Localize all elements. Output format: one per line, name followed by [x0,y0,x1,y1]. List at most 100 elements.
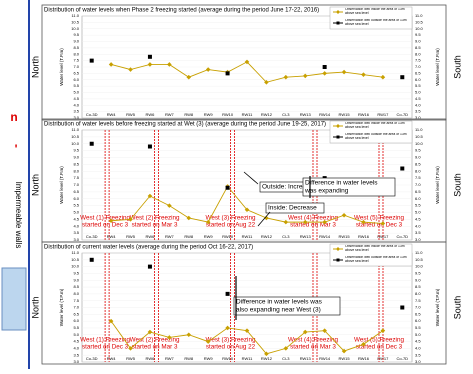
y2-tick-label: 6.5 [415,70,421,75]
y2-tick-label: 8.5 [415,45,421,50]
side-label: South [452,296,462,320]
y-tick-label: 9.5 [73,32,79,37]
y2-tick-label: 6.0 [415,318,421,323]
y-tick-label: 4.5 [73,96,79,101]
y2-tick-label: 4.0 [415,223,421,228]
wall-label: West (2) Freezing [130,337,180,344]
x-tick-label: RW11 [242,234,254,239]
wall-label: West (1) Freezing [80,215,130,222]
y-tick-label: 3.5 [73,352,79,357]
x-tick-label: RW6 [146,234,156,239]
y2-tick-label: 10.5 [415,134,424,139]
point [341,348,347,354]
point [147,144,152,149]
point [322,65,327,69]
point [264,215,269,221]
legend-fo: Observation well inside the area of 13m … [345,245,405,252]
x-tick-label: RW13 [300,112,312,117]
y-tick-label: 5.5 [73,203,79,208]
y2-tick-label: 8.0 [415,51,421,56]
y-tick-label: 3.0 [73,359,79,364]
x-tick-label: RW9 [204,234,214,239]
point [89,58,94,63]
legend-box [329,120,413,144]
x-tick-label: RW15 [339,234,351,239]
legend-fo: Observation well outside the area of 13m… [345,256,407,263]
point [128,67,133,72]
annotation: Outside: Increase [262,184,313,191]
y2-axis-label: Water level (T.P.m) [435,288,440,326]
point [264,351,269,357]
y-tick-label: 4.5 [73,216,79,221]
x-tick-label: RW8 [184,234,194,239]
y-tick-label: 3.5 [73,230,79,235]
point [89,141,94,146]
y-tick-label: 4.0 [73,345,79,350]
point [400,75,405,80]
legend-label: Observation well outside the area of 13m… [345,133,407,140]
x-tick-label: Co-3D [86,356,98,361]
point [264,80,269,85]
point [283,346,289,351]
point [225,185,230,190]
x-tick-label: RW16 [358,356,370,361]
point [283,219,289,225]
x-tick-label: RW17 [377,112,389,117]
legend-marker [336,124,340,128]
x-tick-label: RW6 [146,112,156,117]
legend-marker [336,258,340,262]
point [361,341,366,347]
x-tick-label: Ci-3 [282,356,290,361]
y2-tick-label: 8.0 [415,291,421,296]
y2-tick-label: 3.0 [415,115,421,120]
y-tick-label: 7.0 [73,182,79,187]
y-tick-label: 5.0 [73,210,79,215]
point [302,219,308,225]
x-tick-label: RW9 [204,112,214,117]
chart-title: Distribution of water levels before free… [44,122,326,128]
y-tick-label: 8.5 [73,284,79,289]
y-tick-label: 8.5 [73,45,79,50]
legend-marker [336,135,340,139]
point [341,69,347,75]
legend-marker [336,247,340,251]
side-label: North [30,56,40,78]
point [147,264,152,269]
x-tick-label: RW9 [204,356,214,361]
y2-tick-label: 9.5 [415,32,421,37]
arrow [243,171,259,185]
wall-label: started on Mar 3 [290,222,336,229]
y2-tick-label: 3.0 [415,237,421,242]
point [225,325,230,331]
point [108,318,114,324]
point [167,62,172,67]
x-tick-label: Ci-3 [282,112,290,117]
y2-tick-label: 5.0 [415,332,421,337]
point [302,329,308,335]
y2-tick-label: 3.0 [415,359,421,364]
wall-label: started on Dec 3 [82,222,129,229]
legend-label: Observation well inside the area of 13m … [345,245,405,252]
legend-marker [336,21,340,25]
point [244,328,250,333]
point [322,328,327,333]
point [167,203,172,208]
legend-label: Observation well inside the area of 13m … [345,8,405,15]
point [147,62,153,67]
point [380,74,386,80]
y-tick-label: 8.0 [73,51,79,56]
y2-tick-label: 7.5 [415,175,421,180]
x-tick-label: RW7 [165,234,175,239]
y2-tick-label: 4.0 [415,345,421,350]
y-tick-label: 10.0 [71,264,80,269]
y-axis-label: Water level (T.P.m) [59,48,64,86]
point [167,335,172,340]
legend-fo: Observation well outside the area of 13m… [345,19,407,26]
y-tick-label: 4.5 [73,339,79,344]
y-tick-label: 6.5 [73,311,79,316]
y-tick-label: 9.0 [73,39,79,44]
strip-text: Impermeable walls [14,182,23,249]
y-tick-label: 4.0 [73,223,79,228]
y-tick-label: 10.5 [71,19,80,24]
